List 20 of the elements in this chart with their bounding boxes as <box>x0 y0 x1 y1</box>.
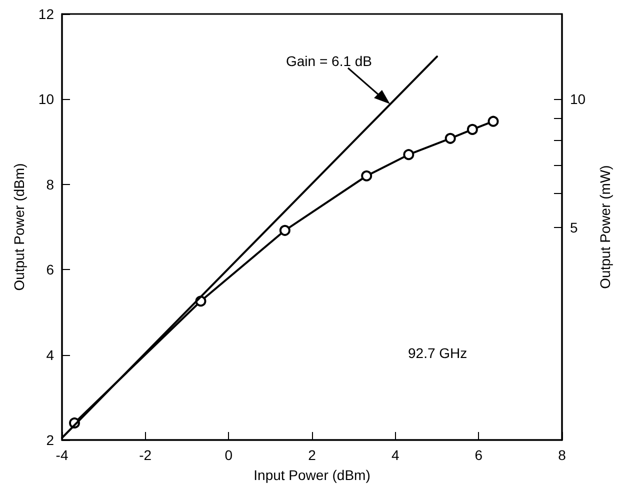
x-tick-label: 4 <box>391 447 400 463</box>
y-tick-label: 12 <box>38 6 54 22</box>
x-tick-label: 6 <box>474 447 483 463</box>
y-tick-label: 10 <box>38 91 54 108</box>
x-axis-title: Input Power (dBm) <box>254 467 370 483</box>
y-tick-label: 6 <box>46 262 54 278</box>
x-tick-label: 8 <box>558 447 566 463</box>
annotation: Gain = 6.1 dB <box>286 53 372 69</box>
y2-tick-label: 10 <box>570 91 586 108</box>
x-tick-label: -2 <box>139 447 152 463</box>
y2-axis-title: Output Power (mW) <box>597 165 613 289</box>
x-tick-label: 0 <box>224 447 233 463</box>
x-tick-label: -4 <box>56 447 68 463</box>
y-tick-label: 4 <box>46 346 54 363</box>
y-tick-label: 2 <box>46 432 54 448</box>
annotation: 92.7 GHz <box>408 345 468 361</box>
y-tick-label: 8 <box>46 176 54 192</box>
y2-tick-label: 5 <box>570 219 578 236</box>
x-tick-label: 2 <box>308 447 316 463</box>
y-axis-title: Output Power (dBm) <box>11 163 27 291</box>
